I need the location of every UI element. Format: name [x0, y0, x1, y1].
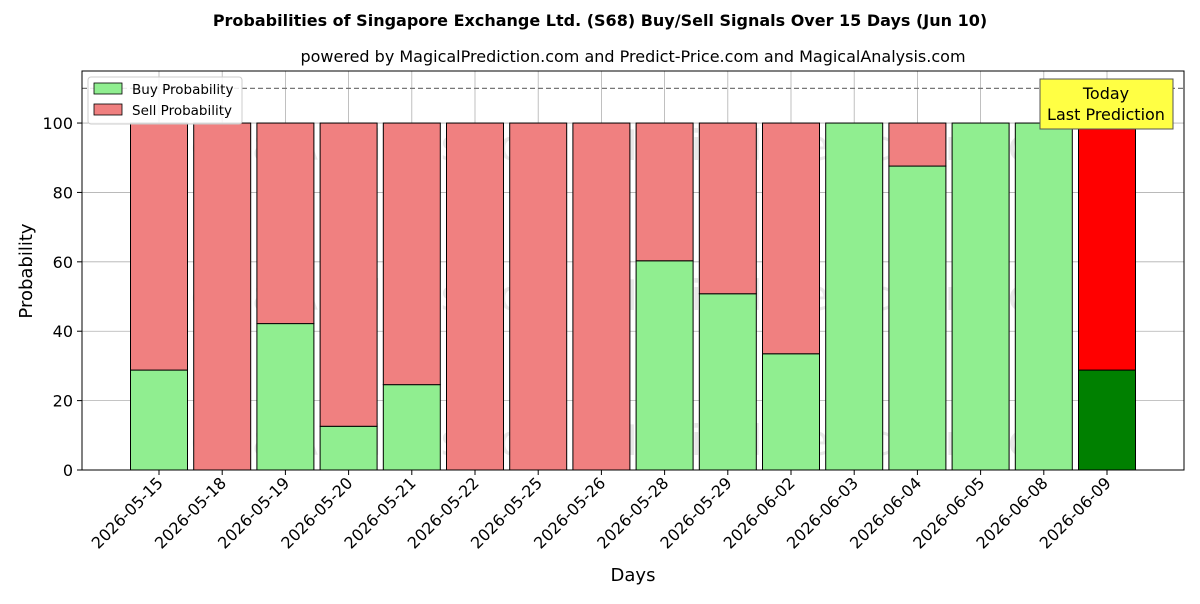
bar-sell: [1078, 122, 1136, 371]
bar-buy: [256, 323, 315, 471]
chart-subtitle: powered by MagicalPrediction.com and Pre…: [300, 47, 965, 66]
bar-buy: [1014, 122, 1073, 471]
bar-sell: [698, 122, 757, 295]
bar-buy: [825, 122, 884, 471]
y-axis-label: Probability: [16, 223, 37, 318]
bar-buy: [319, 425, 378, 471]
bar-buy: [762, 353, 820, 471]
y-tick-label: 80: [53, 183, 73, 202]
plot-frame: [81, 70, 1185, 471]
bar-sell: [130, 122, 188, 371]
bar-sell: [762, 122, 820, 355]
bar-sell: [319, 122, 378, 427]
today-annotation: Today Last Prediction: [1039, 78, 1174, 130]
bar-sell: [256, 122, 315, 325]
today-box-bg: [1039, 78, 1174, 130]
axes-layer: [81, 70, 1185, 471]
bar-buy: [698, 293, 757, 471]
bar-buy: [130, 369, 188, 471]
bar-buy: [382, 384, 441, 471]
legend-box: [87, 76, 243, 125]
legend: Buy Probability Sell Probability: [87, 76, 243, 125]
chart-title: Probabilities of Singapore Exchange Ltd.…: [213, 11, 987, 30]
bar-sell: [382, 122, 441, 386]
bar-buy: [1078, 369, 1136, 471]
x-axis-label: Days: [611, 565, 656, 586]
bar-sell: [635, 122, 694, 262]
y-tick-label: 20: [53, 392, 73, 411]
y-tick-label: 0: [63, 461, 73, 480]
bar-sell: [509, 122, 568, 471]
y-tick-label: 60: [53, 253, 73, 272]
bar-sell: [572, 122, 631, 471]
y-tick-label: 40: [53, 322, 73, 341]
bar-buy: [951, 122, 1010, 471]
today-label: Today: [1082, 84, 1129, 103]
legend-label: Buy Probability: [132, 82, 233, 98]
bar-sell: [888, 122, 947, 167]
last-prediction-label: Last Prediction: [1047, 105, 1165, 124]
bar-sell: [193, 122, 252, 471]
bar-buy: [635, 260, 694, 471]
legend-swatch: [93, 82, 123, 95]
bars-layer: [130, 122, 1136, 471]
y-tick-label: 100: [42, 114, 73, 133]
bar-buy: [888, 165, 947, 471]
legend-swatch: [93, 103, 123, 116]
legend-label: Sell Probability: [132, 103, 232, 119]
bar-sell: [446, 122, 504, 471]
